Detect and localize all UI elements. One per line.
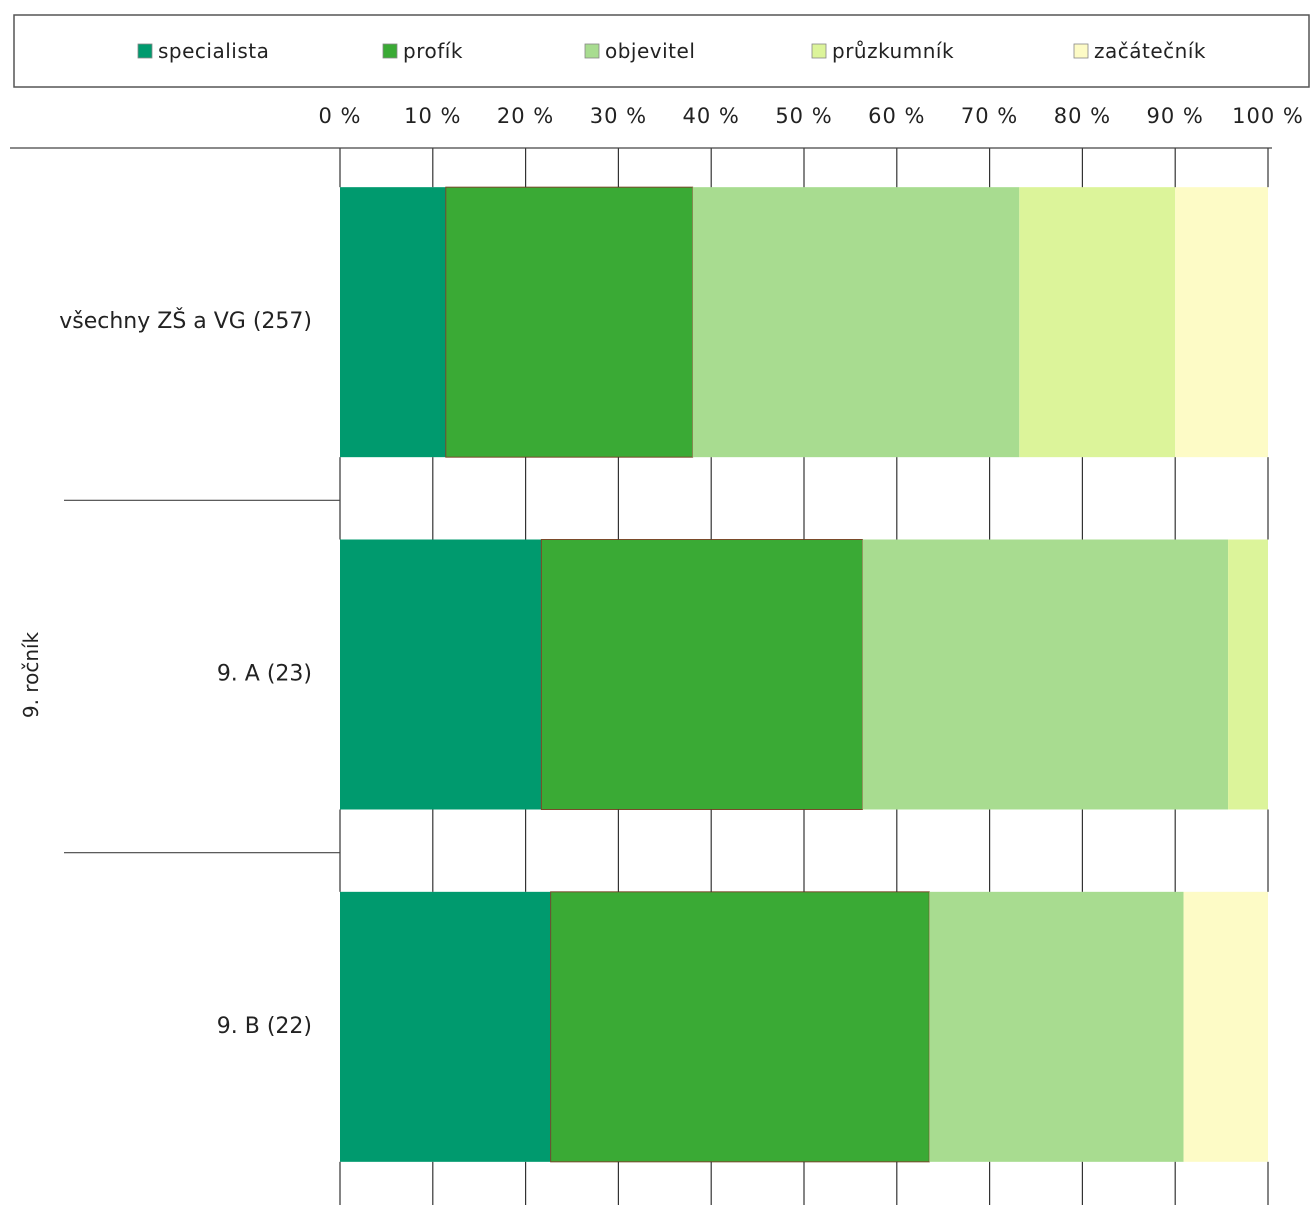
legend-swatch-0 — [137, 43, 153, 59]
bar-1-2 — [862, 539, 1229, 810]
legend-swatch-4 — [1073, 43, 1089, 59]
bar-0-0 — [340, 187, 446, 458]
legend-swatch-3 — [811, 43, 827, 59]
x-tick-label-4: 40 % — [683, 104, 740, 128]
x-tick-label-6: 60 % — [868, 104, 925, 128]
bar-0-1 — [445, 186, 694, 458]
legend-label-1: profík — [403, 39, 463, 63]
bar-0-3 — [1019, 187, 1176, 458]
x-tick-label-10: 100 % — [1232, 104, 1304, 128]
x-tick-label-3: 30 % — [590, 104, 647, 128]
category-labels: všechny ZŠ a VG (257) 9. A (23) 9. B (22) — [59, 308, 340, 1039]
legend-swatch-2 — [584, 43, 600, 59]
x-tick-label-5: 50 % — [775, 104, 832, 128]
x-axis-ticks: 0 % 10 % 20 % 30 % 40 % 50 % 60 % 70 % 80 % 90 % 1… — [319, 104, 1304, 128]
bar-0-2 — [692, 187, 1020, 458]
legend-box — [13, 14, 1310, 88]
legend-label-0: specialista — [158, 39, 269, 63]
bar-2-2 — [929, 891, 1184, 1162]
bar-1-3 — [1228, 539, 1268, 810]
bar-0-4 — [1175, 187, 1268, 458]
legend: specialista profík objevitel průzkumník začá… — [137, 39, 1206, 63]
group-label: 9. ročník — [19, 631, 43, 718]
bar-1-1 — [540, 539, 863, 810]
legend-label-4: začátečník — [1094, 39, 1206, 63]
legend-swatch-1 — [382, 43, 398, 59]
category-label-2: 9. B (22) — [217, 1014, 312, 1039]
legend-label-2: objevitel — [605, 39, 695, 63]
legend-label-3: průzkumník — [832, 39, 954, 63]
x-tick-label-7: 70 % — [961, 104, 1018, 128]
plot-area — [10, 147, 1272, 1205]
bar-1-0 — [340, 539, 542, 810]
category-label-0: všechny ZŠ a VG (257) — [59, 308, 312, 334]
bar-2-1 — [550, 891, 930, 1163]
x-tick-label-8: 80 % — [1054, 104, 1111, 128]
gridlines — [10, 147, 1272, 1205]
x-tick-label-0: 0 % — [319, 104, 362, 128]
bar-2-0 — [340, 891, 551, 1162]
category-label-1: 9. A (23) — [217, 662, 312, 687]
bars — [340, 186, 1268, 1163]
bar-2-4 — [1183, 891, 1268, 1162]
x-tick-label-9: 90 % — [1147, 104, 1204, 128]
x-tick-label-2: 20 % — [497, 104, 554, 128]
x-tick-label-1: 10 % — [404, 104, 461, 128]
